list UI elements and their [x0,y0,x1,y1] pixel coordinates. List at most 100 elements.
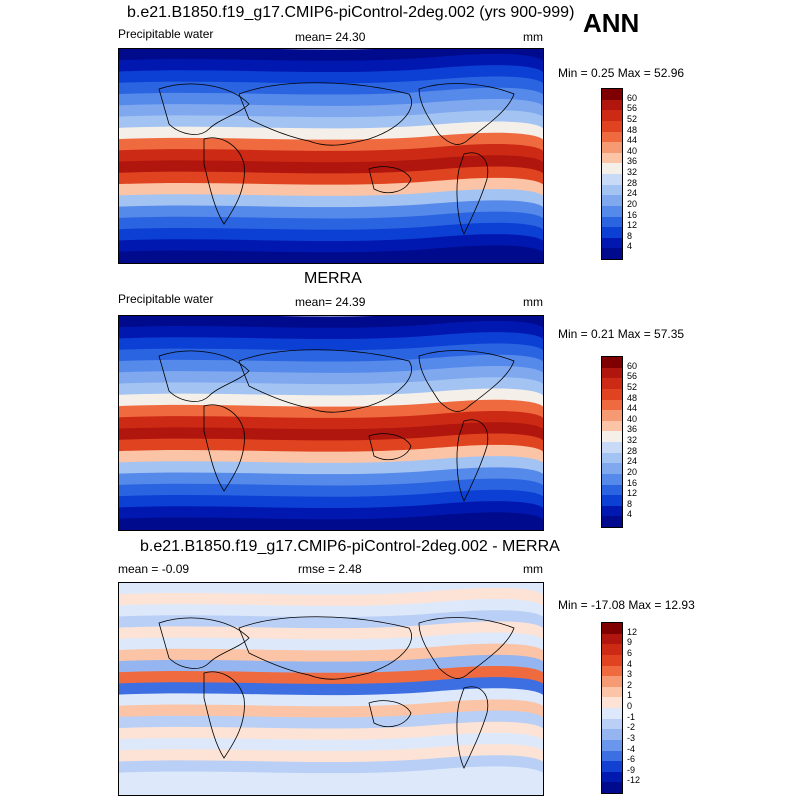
panel1-colorbar [601,88,623,260]
colorbar-swatch [602,131,622,143]
field-band [119,777,543,795]
colorbar-swatch [602,163,622,174]
colorbar-swatch [602,195,622,206]
colorbar-swatch [602,771,622,783]
colorbar-swatch [602,227,622,238]
panel2-minmax-label: Min = 0.21 Max = 57.35 [558,327,685,341]
colorbar-tick-label: 56 [627,103,638,114]
colorbar-swatch [602,184,622,196]
colorbar-swatch [602,644,622,655]
panel3-map [118,582,544,796]
colorbar-tick-label: 60 [627,360,638,371]
colorbar-swatch [602,708,622,719]
colorbar-swatch [602,388,622,400]
colorbar-tick-label: 36 [627,156,638,167]
colorbar-swatch [602,463,622,474]
colorbar-swatch [602,676,622,687]
colorbar-swatch [602,633,622,645]
colorbar-tick-label: 12 [627,220,638,231]
coastline [203,137,245,225]
colorbar-swatch [602,473,622,485]
colorbar-swatch [602,495,622,506]
colorbar-swatch [602,442,622,453]
colorbar-swatch [602,110,622,121]
panel3-minmax-label: Min = -17.08 Max = 12.93 [558,598,695,612]
colorbar-swatch [602,761,622,772]
colorbar-swatch [602,399,622,411]
coastline [238,616,412,680]
colorbar-tick-label: 56 [627,371,638,382]
colorbar-swatch [602,431,622,442]
colorbar-swatch [602,654,622,666]
panel3-rmse-label: rmse = 2.48 [298,562,362,576]
colorbar-tick-label: 4 [627,241,633,252]
coastline [203,671,245,759]
colorbar-swatch [602,152,622,164]
colorbar-tick-label: 44 [627,403,638,414]
panel1-variable-label: Precipitable water [118,27,214,41]
colorbar-swatch [602,750,622,762]
colorbar-swatch [602,739,622,751]
colorbar-tick-label: 12 [627,488,638,499]
colorbar-tick-label: 28 [627,445,638,456]
season-label: ANN [583,8,640,38]
colorbar-swatch [602,505,622,517]
coastline [158,350,250,402]
panel2-mean-label: mean= 24.39 [295,295,366,309]
panel2-map [118,315,544,531]
panel2-units-label: mm [523,295,543,309]
colorbar-swatch [602,99,622,111]
colorbar-tick-label: 16 [627,477,638,488]
coastline [418,83,515,145]
colorbar-swatch [602,378,622,389]
colorbar-tick-label: 32 [627,435,638,445]
coastline [238,349,412,413]
colorbar-tick-label: 9 [627,637,633,648]
colorbar-tick-label: 44 [627,135,638,146]
colorbar-tick-label: 40 [627,145,638,156]
field-band [119,512,543,530]
colorbar-swatch [602,120,622,132]
colorbar-tick-label: 32 [627,167,638,177]
colorbar-tick-label: 2 [627,679,633,690]
coastline [238,82,412,146]
panel3-units-label: mm [523,562,543,576]
colorbar-swatch [602,142,622,153]
panel3-field [119,583,543,795]
colorbar-tick-label: -6 [627,754,636,765]
colorbar-tick-label: -12 [627,775,641,786]
colorbar-swatch [602,452,622,464]
colorbar-tick-label: -1 [627,711,636,722]
colorbar-swatch [602,516,622,527]
colorbar-swatch [602,686,622,698]
colorbar-tick-label: 28 [627,177,638,188]
panel1-mean-label: mean= 24.30 [295,30,366,44]
coastline [158,83,250,135]
colorbar-tick-label: 8 [627,230,633,241]
colorbar-swatch [602,205,622,217]
field-band [119,245,543,263]
colorbar-swatch [602,665,622,677]
colorbar-tick-label: 8 [627,498,633,509]
colorbar-tick-label: 16 [627,209,638,220]
colorbar-swatch [602,248,622,259]
colorbar-tick-label: 52 [627,113,638,124]
colorbar-tick-label: 0 [627,701,633,711]
colorbar-tick-label: 20 [627,198,638,209]
coastline [418,617,515,679]
colorbar-swatch [602,729,622,740]
colorbar-tick-label: 60 [627,92,638,103]
panel1-title: b.e21.B1850.f19_g17.CMIP6-piControl-2deg… [127,4,575,21]
colorbar-swatch [602,484,622,496]
coastline [203,404,245,492]
panel2-variable-label: Precipitable water [118,292,214,306]
colorbar-tick-label: 36 [627,424,638,435]
coastline [456,686,489,769]
colorbar-swatch [602,357,622,368]
colorbar-tick-label: 4 [627,509,633,520]
colorbar-tick-label: 6 [627,647,633,658]
colorbar-tick-label: -9 [627,764,636,775]
coastline [368,433,412,460]
coastline [418,350,515,412]
colorbar-swatch [602,216,622,228]
